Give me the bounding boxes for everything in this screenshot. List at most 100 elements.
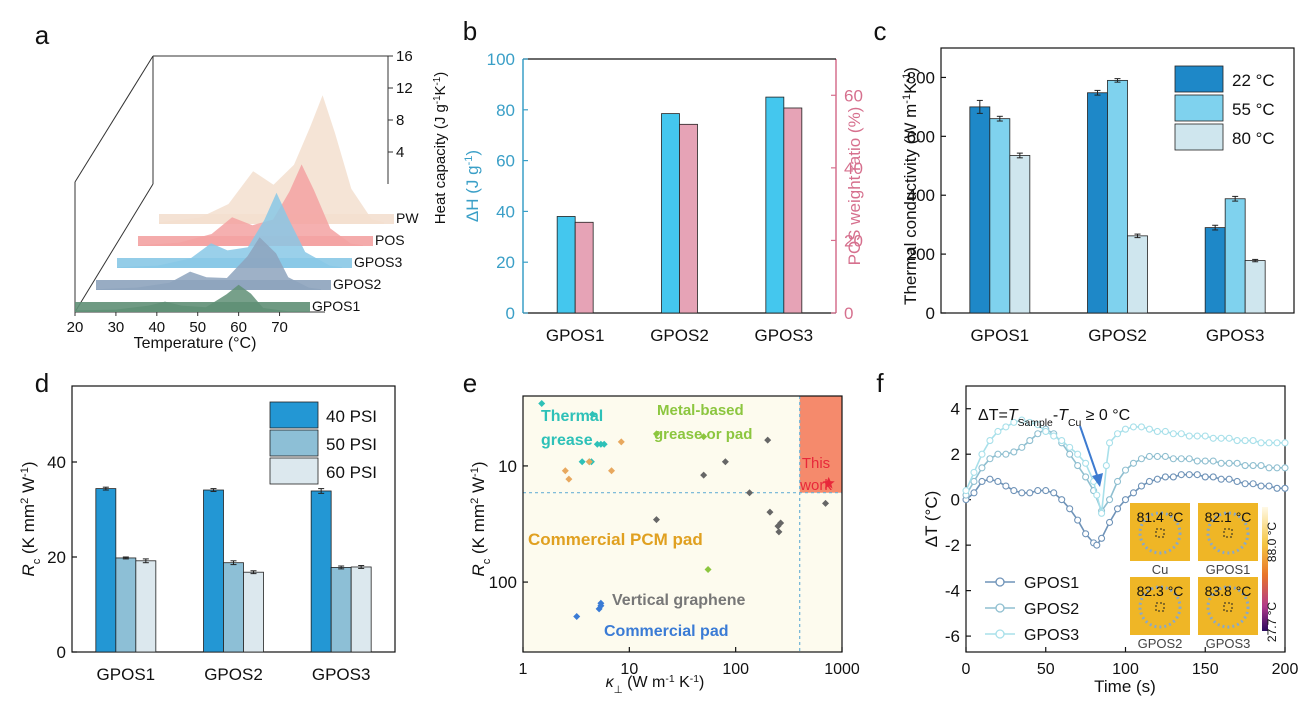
a-x-axis-title: Temperature (°C)	[134, 335, 257, 352]
f-marker-GPOS2	[1217, 459, 1225, 467]
f-marker-GPOS3	[1106, 439, 1114, 447]
b-x-tick-label: GPOS1	[546, 326, 605, 345]
f-y-axis-title: ΔT (°C)	[922, 491, 941, 548]
f-inset-image	[1130, 503, 1190, 561]
a-z-axis-title-part: -1	[432, 77, 443, 86]
f-inset-label: Cu	[1152, 562, 1169, 577]
d-legend-swatch	[269, 429, 319, 457]
d-legend-swatch	[269, 401, 319, 429]
e-y-tick-label: 10	[498, 457, 517, 476]
d-bar-GPOS1-2	[135, 560, 157, 653]
f-marker-GPOS3	[1066, 443, 1074, 451]
f-legend-marker	[995, 629, 1005, 639]
f-annotation-part: -	[1053, 407, 1058, 424]
f-marker-GPOS2	[1137, 455, 1145, 463]
e-point	[700, 471, 708, 479]
a-z-axis-title-part: K	[432, 85, 449, 95]
f-marker-GPOS2	[1161, 452, 1169, 461]
c-bar-GPOS1-1	[989, 118, 1011, 314]
panel-label-a: a	[35, 20, 50, 50]
e-label-thermal-grease: Thermal	[541, 408, 603, 425]
a-x-tick-label: 30	[108, 319, 125, 336]
f-marker-GPOS1	[970, 489, 978, 497]
f-marker-GPOS1	[1201, 473, 1209, 481]
e-this-work-region	[799, 396, 842, 493]
d-bar-GPOS1-0	[95, 488, 117, 653]
f-inset-target	[1155, 528, 1165, 538]
f-x-tick-label: 150	[1192, 661, 1219, 678]
c-legend-swatch	[1174, 94, 1224, 122]
c-x-tick-label: GPOS3	[1206, 326, 1265, 345]
f-marker-GPOS1	[1169, 473, 1177, 481]
e-point	[766, 508, 774, 516]
a-depth-edge-top	[74, 55, 154, 183]
c-legend-swatch	[1174, 123, 1224, 151]
f-marker-GPOS2	[1129, 459, 1138, 467]
e-x-axis-title-part: (W m	[623, 674, 666, 691]
f-marker-GPOS1	[994, 477, 1002, 486]
a-x-tick-label: 20	[67, 319, 84, 336]
f-marker-GPOS1	[1026, 489, 1034, 497]
f-marker-GPOS2	[1145, 452, 1153, 461]
f-marker-GPOS3	[1177, 430, 1185, 438]
d-y-axis-title-part: -1	[19, 467, 31, 477]
f-marker-GPOS1	[1066, 505, 1074, 513]
e-y-axis-title-part: 2	[469, 498, 481, 504]
f-marker-GPOS1	[1137, 482, 1145, 490]
a-z-axis-title-part: Heat capacity (J g	[432, 104, 449, 224]
f-marker-GPOS1	[1050, 489, 1058, 497]
c-y-axis-title: Thermal conductivity (W m-1K-1)	[901, 67, 920, 305]
f-inset-ring	[1138, 585, 1182, 629]
a-curve-GPOS1	[75, 284, 300, 312]
f-marker-GPOS1	[1082, 530, 1090, 538]
a-series-label-POS: POS	[375, 232, 405, 248]
e-y-tick-label: 100	[489, 573, 517, 592]
f-marker-GPOS2	[1193, 457, 1201, 465]
e-point	[775, 528, 783, 536]
c-bar-GPOS3-0	[1204, 227, 1226, 314]
f-annotation-part: Sample	[1018, 418, 1053, 429]
a-z-tick-label: 8	[396, 112, 404, 129]
d-y-axis-title-part: )	[19, 461, 38, 467]
f-marker-GPOS3	[1137, 423, 1145, 431]
e-x-axis-title-part: K	[675, 674, 690, 691]
e-point	[822, 499, 830, 507]
f-marker-GPOS3	[1233, 437, 1241, 445]
f-inset-label: GPOS2	[1138, 636, 1183, 651]
f-marker-GPOS3	[1217, 434, 1225, 442]
f-marker-GPOS3	[1249, 437, 1257, 445]
f-marker-GPOS2	[1034, 430, 1042, 438]
f-marker-GPOS1	[1233, 477, 1241, 486]
f-marker-GPOS2	[1225, 459, 1233, 467]
f-annotation: ΔT=TSample-TCu ≥ 0 °C	[978, 407, 1130, 429]
c-x-tick-label: GPOS2	[1088, 326, 1147, 345]
d-y-tick-label: 0	[57, 643, 66, 662]
f-legend-marker	[995, 577, 1005, 587]
f-marker-GPOS1	[1241, 480, 1249, 488]
c-legend-swatch	[1174, 65, 1224, 93]
f-x-tick-label: 50	[1037, 661, 1055, 678]
a-z-axis-title-part: )	[432, 72, 449, 77]
f-marker-GPOS1	[1058, 496, 1066, 504]
panel-label-e: e	[463, 368, 477, 398]
f-marker-GPOS3	[1209, 434, 1217, 442]
d-x-tick-label: GPOS2	[204, 665, 263, 684]
b-right-tick-label: 40	[844, 159, 863, 178]
f-marker-GPOS3	[1093, 491, 1101, 499]
f-marker-GPOS2	[1273, 464, 1281, 472]
e-x-tick-label: 100	[722, 661, 749, 678]
e-x-tick-label: 1	[519, 661, 528, 678]
b-right-tick-label: 60	[844, 86, 863, 105]
panel-label-f: f	[876, 368, 884, 398]
d-y-axis-title: Rc (K mm2 W-1)	[19, 461, 43, 576]
b-left-axis-title-part: -1	[463, 156, 475, 166]
d-x-tick-label: GPOS3	[312, 665, 371, 684]
f-marker-GPOS3	[994, 427, 1002, 436]
a-depth-edge-left	[74, 183, 154, 313]
c-y-tick-label: 800	[907, 68, 935, 87]
panel-label-c: c	[874, 16, 887, 46]
f-colorbar-min: 27.7 °C	[1265, 602, 1279, 642]
f-legend-label: GPOS2	[1024, 601, 1079, 618]
b-left-axis-title: ΔH (J g-1)	[463, 150, 482, 222]
f-marker-GPOS1	[1002, 482, 1010, 490]
